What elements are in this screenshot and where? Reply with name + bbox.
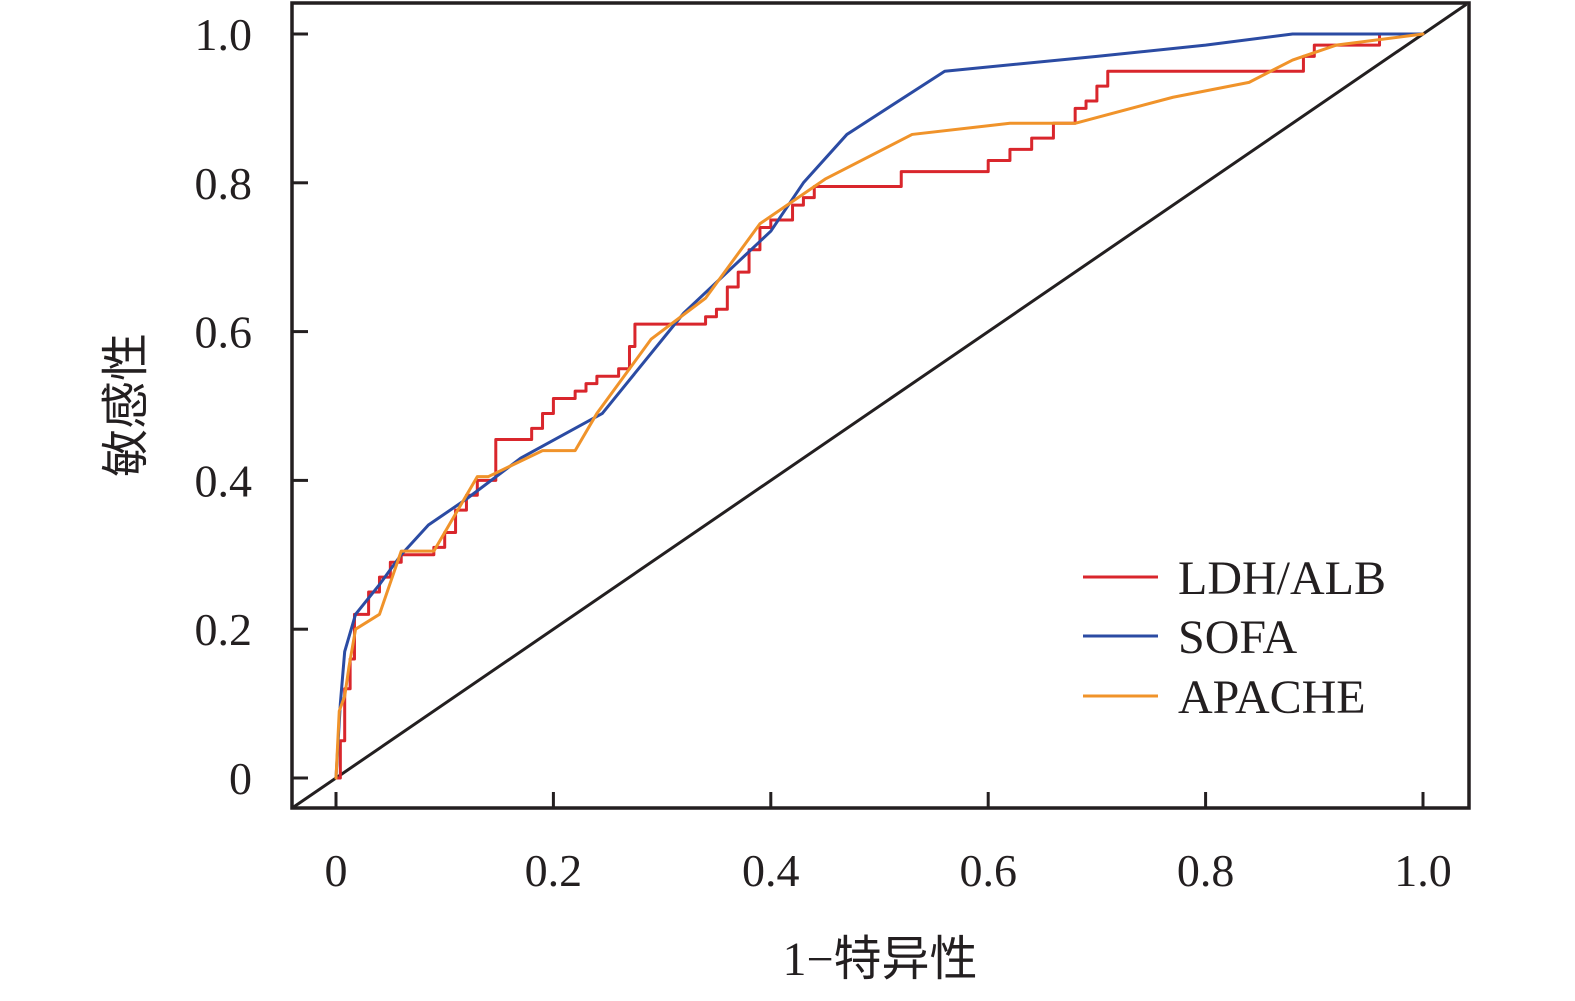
y-tick-label: 0 xyxy=(229,753,252,804)
x-axis-ticks: 0 0.2 0.4 0.6 0.8 1.0 xyxy=(325,792,1452,896)
y-tick-label: 0.6 xyxy=(195,307,253,358)
legend-label-ldh-alb: LDH/ALB xyxy=(1178,552,1386,605)
y-tick-label: 1.0 xyxy=(195,9,253,60)
plot-frame xyxy=(290,1,1471,810)
x-tick-label: 0 xyxy=(325,845,348,896)
y-axis-title: 敏感性 xyxy=(100,333,153,477)
y-tick-label: 0.8 xyxy=(195,158,253,209)
x-tick-label: 0.4 xyxy=(742,845,800,896)
x-tick-label: 0.8 xyxy=(1177,845,1235,896)
legend-label-apache: APACHE xyxy=(1178,671,1366,724)
x-axis-title: 1−特异性 xyxy=(782,933,977,986)
x-tick-label: 1.0 xyxy=(1394,845,1452,896)
series-lines xyxy=(334,32,1425,780)
y-tick-label: 0.4 xyxy=(195,455,253,506)
legend-label-sofa: SOFA xyxy=(1178,611,1297,664)
series-line-apache xyxy=(334,32,1425,780)
series-line-ldh-alb xyxy=(334,32,1425,780)
x-tick-label: 0.2 xyxy=(525,845,583,896)
y-tick-label: 0.2 xyxy=(195,604,253,655)
x-tick-label: 0.6 xyxy=(959,845,1017,896)
reference-diagonal-line xyxy=(291,3,1468,809)
y-axis-ticks: 0 0.2 0.4 0.6 0.8 1.0 xyxy=(195,9,308,804)
legend: LDH/ALB SOFA APACHE xyxy=(1083,552,1386,724)
